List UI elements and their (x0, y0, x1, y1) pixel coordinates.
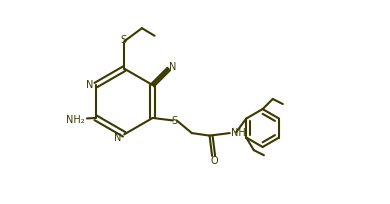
Text: N: N (169, 62, 176, 72)
Text: O: O (210, 156, 218, 166)
Text: S: S (120, 35, 126, 45)
Text: NH: NH (231, 127, 246, 137)
Text: NH₂: NH₂ (66, 115, 84, 125)
Text: S: S (172, 116, 178, 126)
Text: N: N (86, 79, 93, 89)
Text: N: N (114, 132, 122, 142)
